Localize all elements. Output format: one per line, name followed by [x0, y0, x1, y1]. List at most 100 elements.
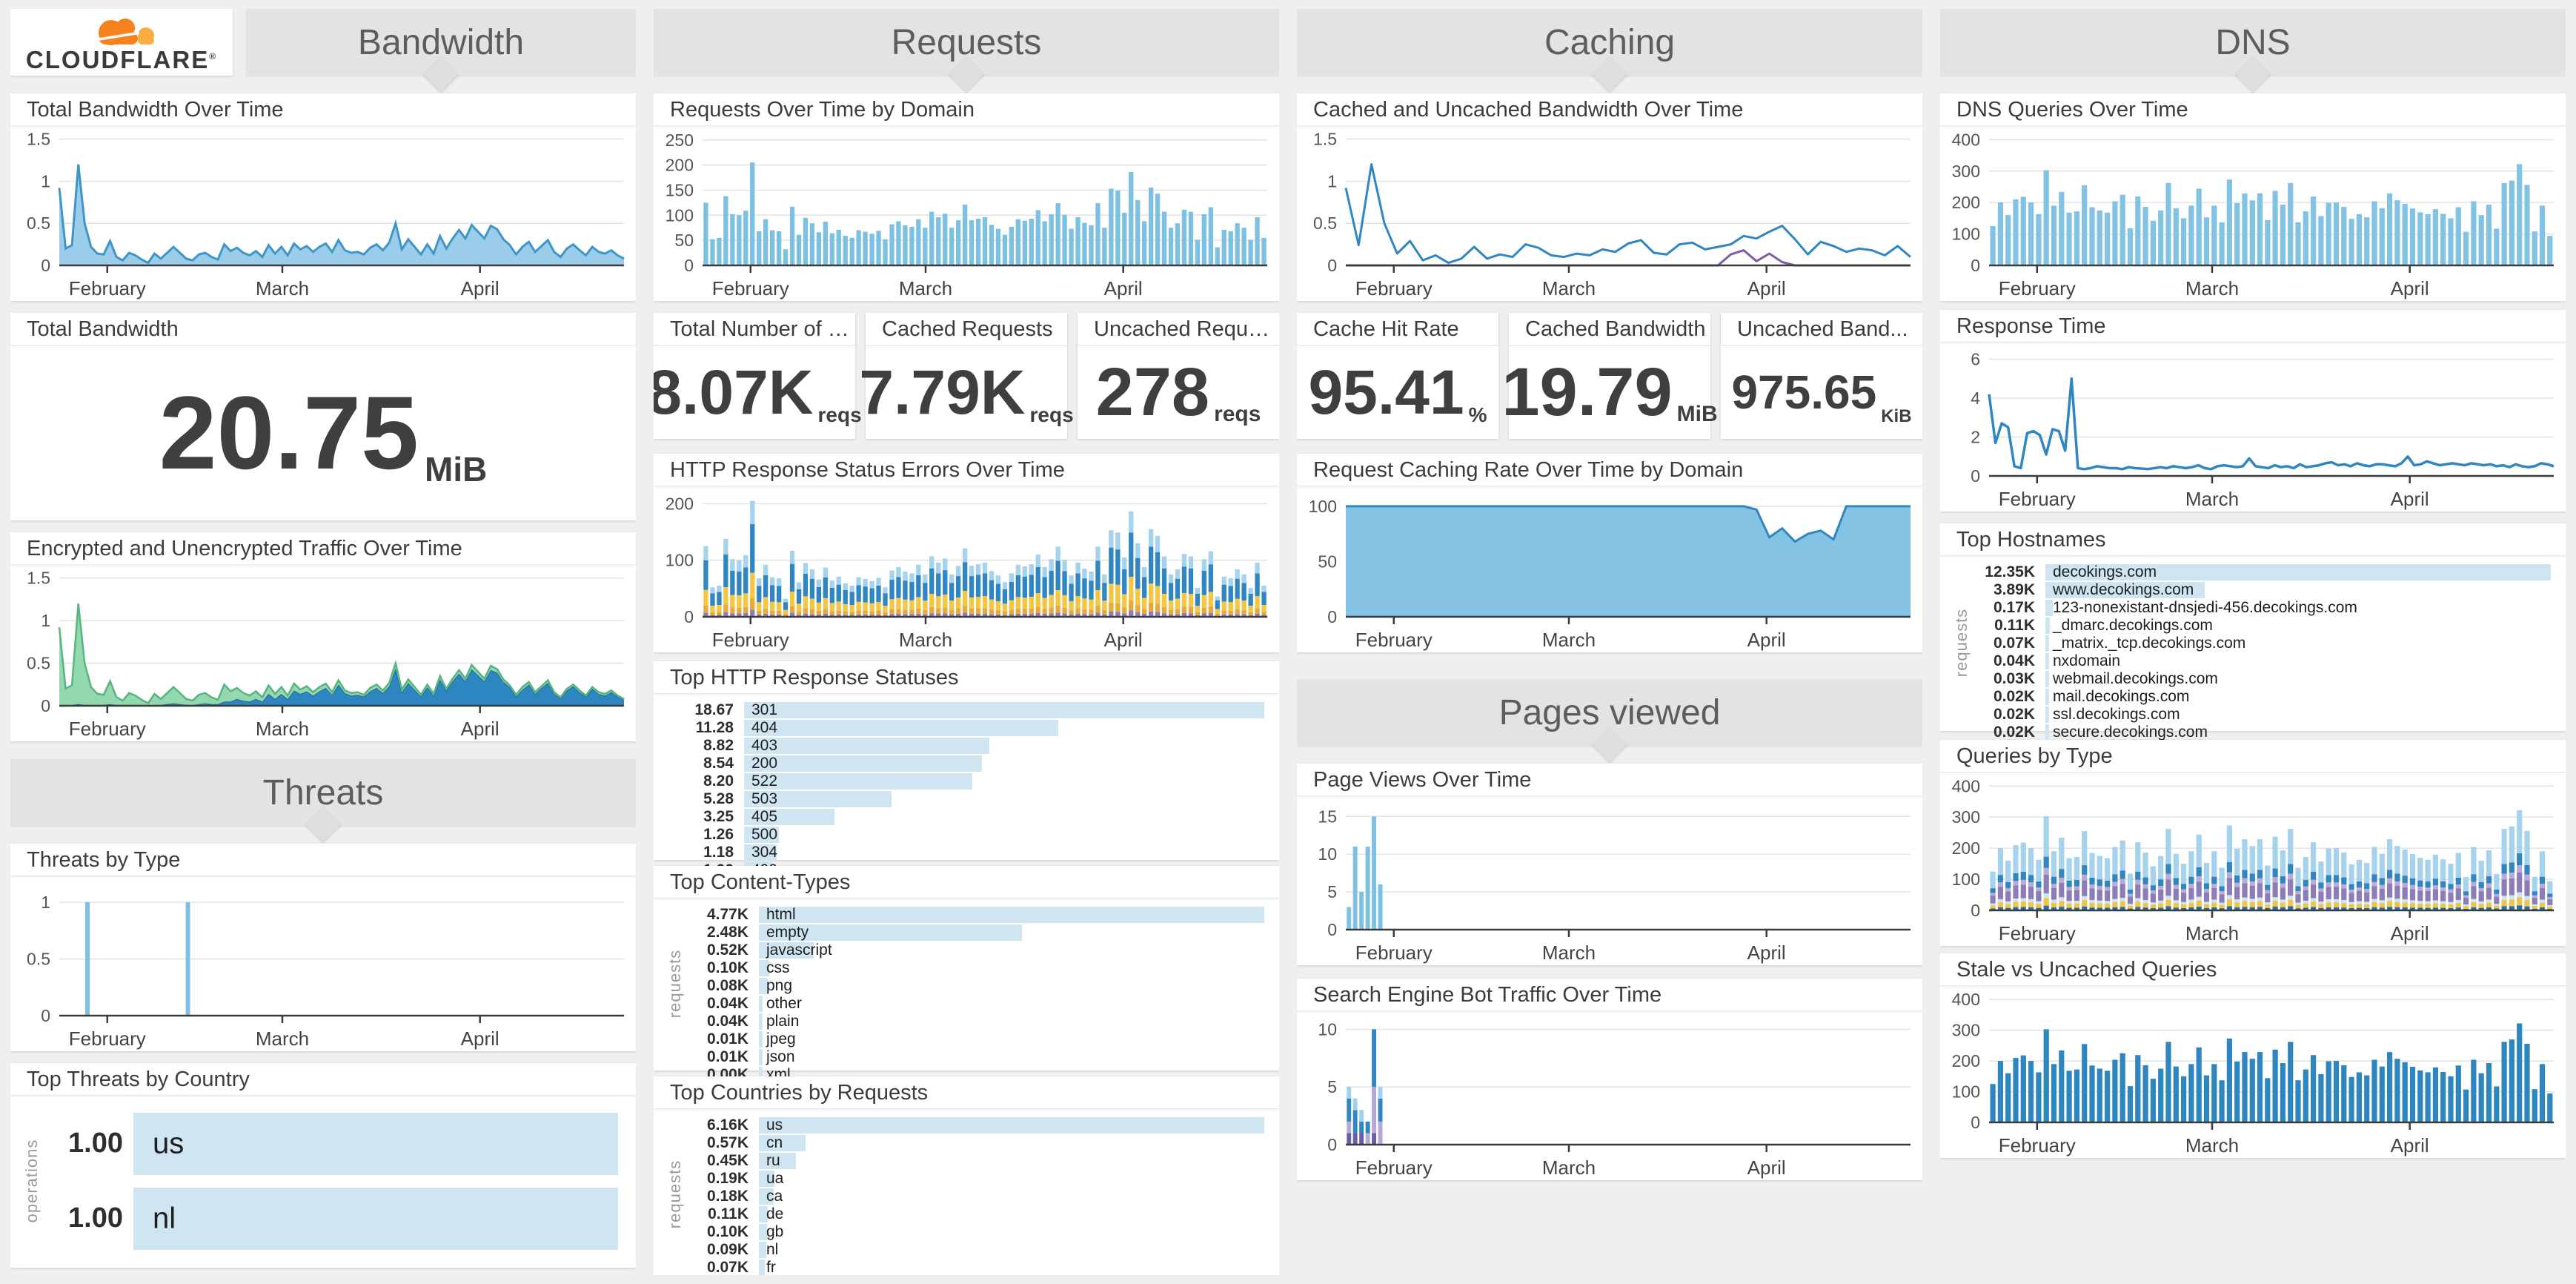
list-item-label: de	[766, 1205, 784, 1222]
svg-text:0.5: 0.5	[27, 214, 50, 233]
list-top-content-types[interactable]: requests 4.77K html 2.48K empty 0.52K javascri…	[654, 899, 1279, 1083]
list-top-statuses[interactable]: 18.67 301 11.28 404 8.82 403 8.54 200 8.20 522 5.2…	[654, 694, 1279, 878]
panel-title: Request Caching Rate Over Time by Domain	[1297, 454, 1922, 486]
stat-label: Uncached Requests	[1078, 313, 1279, 345]
list-item-value: 0.19K	[706, 1170, 748, 1187]
chart-http-errors[interactable]: 0 100 200 February March April	[654, 486, 1279, 652]
list-item-bar	[2045, 618, 2051, 634]
list-item-label: 123-nonexistant-dnsjedi-456.decokings.co…	[2053, 599, 2357, 616]
stat-unit: MiB	[1676, 402, 1718, 426]
list-item-value: 0.07K	[1993, 635, 2035, 652]
list-item-label: other	[766, 995, 802, 1012]
list-item: 0.01K jpeg	[688, 1030, 1264, 1048]
svg-text:10: 10	[1318, 844, 1337, 864]
panel-title: Queries by Type	[1940, 740, 2566, 772]
panel-title: Stale vs Uncached Queries	[1940, 953, 2566, 986]
panel-top-hostnames: Top Hostnames requests 12.35K decokings.co…	[1940, 523, 2566, 741]
list-item-label: us	[766, 1116, 783, 1134]
stat-unit: %	[1468, 403, 1487, 426]
list-item-bar	[759, 1171, 775, 1187]
chart-dns-queries[interactable]: 0 100 200 300 400 February March April	[1940, 126, 2566, 301]
list-item: 11.28 404	[673, 719, 1264, 737]
list-item: 0.52K javascript	[688, 942, 1264, 959]
svg-text:March: March	[1542, 277, 1596, 300]
svg-text:April: April	[1747, 942, 1786, 964]
chart-total-bandwidth-over-time[interactable]: 0 0.5 1 1.5 February March April	[10, 126, 636, 301]
section-header-requests: Requests	[654, 9, 1279, 92]
chart-encrypted-traffic[interactable]: 0 0.5 1 1.5 February March April	[10, 565, 636, 741]
chart-requests-over-time[interactable]: 0 50 100 150 200 250 February March April	[654, 126, 1279, 301]
svg-text:0: 0	[1327, 607, 1337, 626]
list-item-value: 1.00	[68, 1202, 123, 1234]
list-item-bar	[744, 738, 990, 754]
chart-threats-by-type[interactable]: 0 0.5 1 February March April	[10, 876, 636, 1051]
stat-value: 278	[1095, 354, 1210, 430]
chart-bot-traffic[interactable]: 0 5 10 February March April	[1297, 1011, 1922, 1180]
list-item-bar	[133, 1187, 618, 1250]
svg-text:April: April	[1747, 277, 1786, 300]
panel-title: Threats by Type	[10, 844, 636, 876]
stat-value: 7.79K	[859, 357, 1026, 427]
svg-text:250: 250	[665, 130, 694, 150]
stat-value: 20.75	[159, 374, 419, 491]
svg-text:February: February	[1999, 488, 2076, 510]
stat-label: Uncached Band...	[1721, 313, 1922, 345]
total-bandwidth-stat: 20.75 MiB	[10, 345, 636, 520]
chart-cached-uncached-bw[interactable]: 0 0.5 1 1.5 February March April	[1297, 126, 1922, 301]
svg-text:100: 100	[665, 551, 694, 570]
svg-text:0.5: 0.5	[27, 654, 50, 673]
cloudflare-logo[interactable]: CLOUDFLARE®	[10, 9, 233, 76]
panel-top-statuses: Top HTTP Response Statuses 18.67 301 11.28…	[654, 661, 1279, 878]
list-item-label: mail.decokings.com	[2053, 688, 2190, 705]
chart-stale-uncached[interactable]: 0 100 200 300 400 February March April	[1940, 986, 2566, 1158]
svg-text:April: April	[2391, 277, 2429, 300]
list-item: 4.77K html	[688, 906, 1264, 924]
list-top-threats-by-country[interactable]: operations 1.00 us 1.00 nl	[10, 1096, 636, 1268]
list-item-bar	[744, 791, 892, 807]
chart-response-time[interactable]: 0 2 4 6 February March April	[1940, 342, 2566, 512]
list-item: 0.04K nxdomain	[1974, 652, 2551, 670]
list-item: 0.02K mail.decokings.com	[1974, 688, 2551, 706]
list-item-bar	[2045, 724, 2049, 741]
panel-top-countries: Top Countries by Requests requests 6.16K u…	[654, 1076, 1279, 1275]
svg-text:April: April	[461, 718, 499, 740]
stat-label: Cached Bandwidth	[1509, 313, 1710, 345]
panel-title: Top Content-Types	[654, 866, 1279, 899]
svg-text:March: March	[899, 277, 952, 300]
list-item-value: 0.11K	[1994, 617, 2035, 634]
panel-title: Top Hostnames	[1940, 523, 2566, 556]
list-item-value: 0.04K	[706, 1013, 748, 1030]
list-item-bar	[759, 1117, 1264, 1134]
y-axis-label: operations	[22, 1139, 41, 1223]
svg-text:1: 1	[41, 171, 50, 191]
svg-text:400: 400	[1952, 776, 1980, 795]
svg-text:10: 10	[1318, 1019, 1337, 1039]
list-item: 8.82 403	[673, 737, 1264, 755]
list-item: 1.00 us	[44, 1112, 618, 1175]
list-item-bar	[759, 1067, 763, 1083]
list-item-bar	[744, 827, 780, 843]
list-item: 8.54 200	[673, 755, 1264, 772]
list-item-bar	[759, 942, 814, 959]
list-item-label: plain	[766, 1013, 800, 1030]
svg-text:March: March	[256, 1027, 309, 1050]
list-item-label: gb	[766, 1223, 784, 1240]
chart-page-views[interactable]: 0 5 10 15 February March April	[1297, 796, 1922, 965]
svg-text:0: 0	[1327, 920, 1337, 939]
list-item-bar	[759, 1135, 806, 1151]
section-title: DNS	[2215, 22, 2291, 62]
stat-label: Cache Hit Rate	[1297, 313, 1498, 345]
svg-text:1.5: 1.5	[27, 569, 50, 588]
list-item-value: 0.02K	[1993, 724, 2035, 741]
list-item-bar	[759, 907, 1264, 923]
stat-card-total-requests: Total Number of Re... 8.07K reqs	[654, 313, 862, 439]
bandwidth-header-row: CLOUDFLARE® Bandwidth	[10, 9, 636, 92]
list-top-countries[interactable]: requests 6.16K us 0.57K cn 0.45K ru 0.19K ua 0.18…	[654, 1109, 1279, 1275]
chart-caching-rate[interactable]: 0 50 100 February March April	[1297, 486, 1922, 652]
svg-text:February: February	[1355, 942, 1433, 964]
panel-title: Top Threats by Country	[10, 1063, 636, 1096]
caching-header-row: Caching	[1297, 9, 1922, 92]
chart-queries-by-type[interactable]: 0 100 200 300 400 February March April	[1940, 772, 2566, 946]
list-top-hostnames[interactable]: requests 12.35K decokings.com 3.89K www.deco…	[1940, 556, 2566, 741]
list-item-label: decokings.com	[2053, 563, 2157, 580]
